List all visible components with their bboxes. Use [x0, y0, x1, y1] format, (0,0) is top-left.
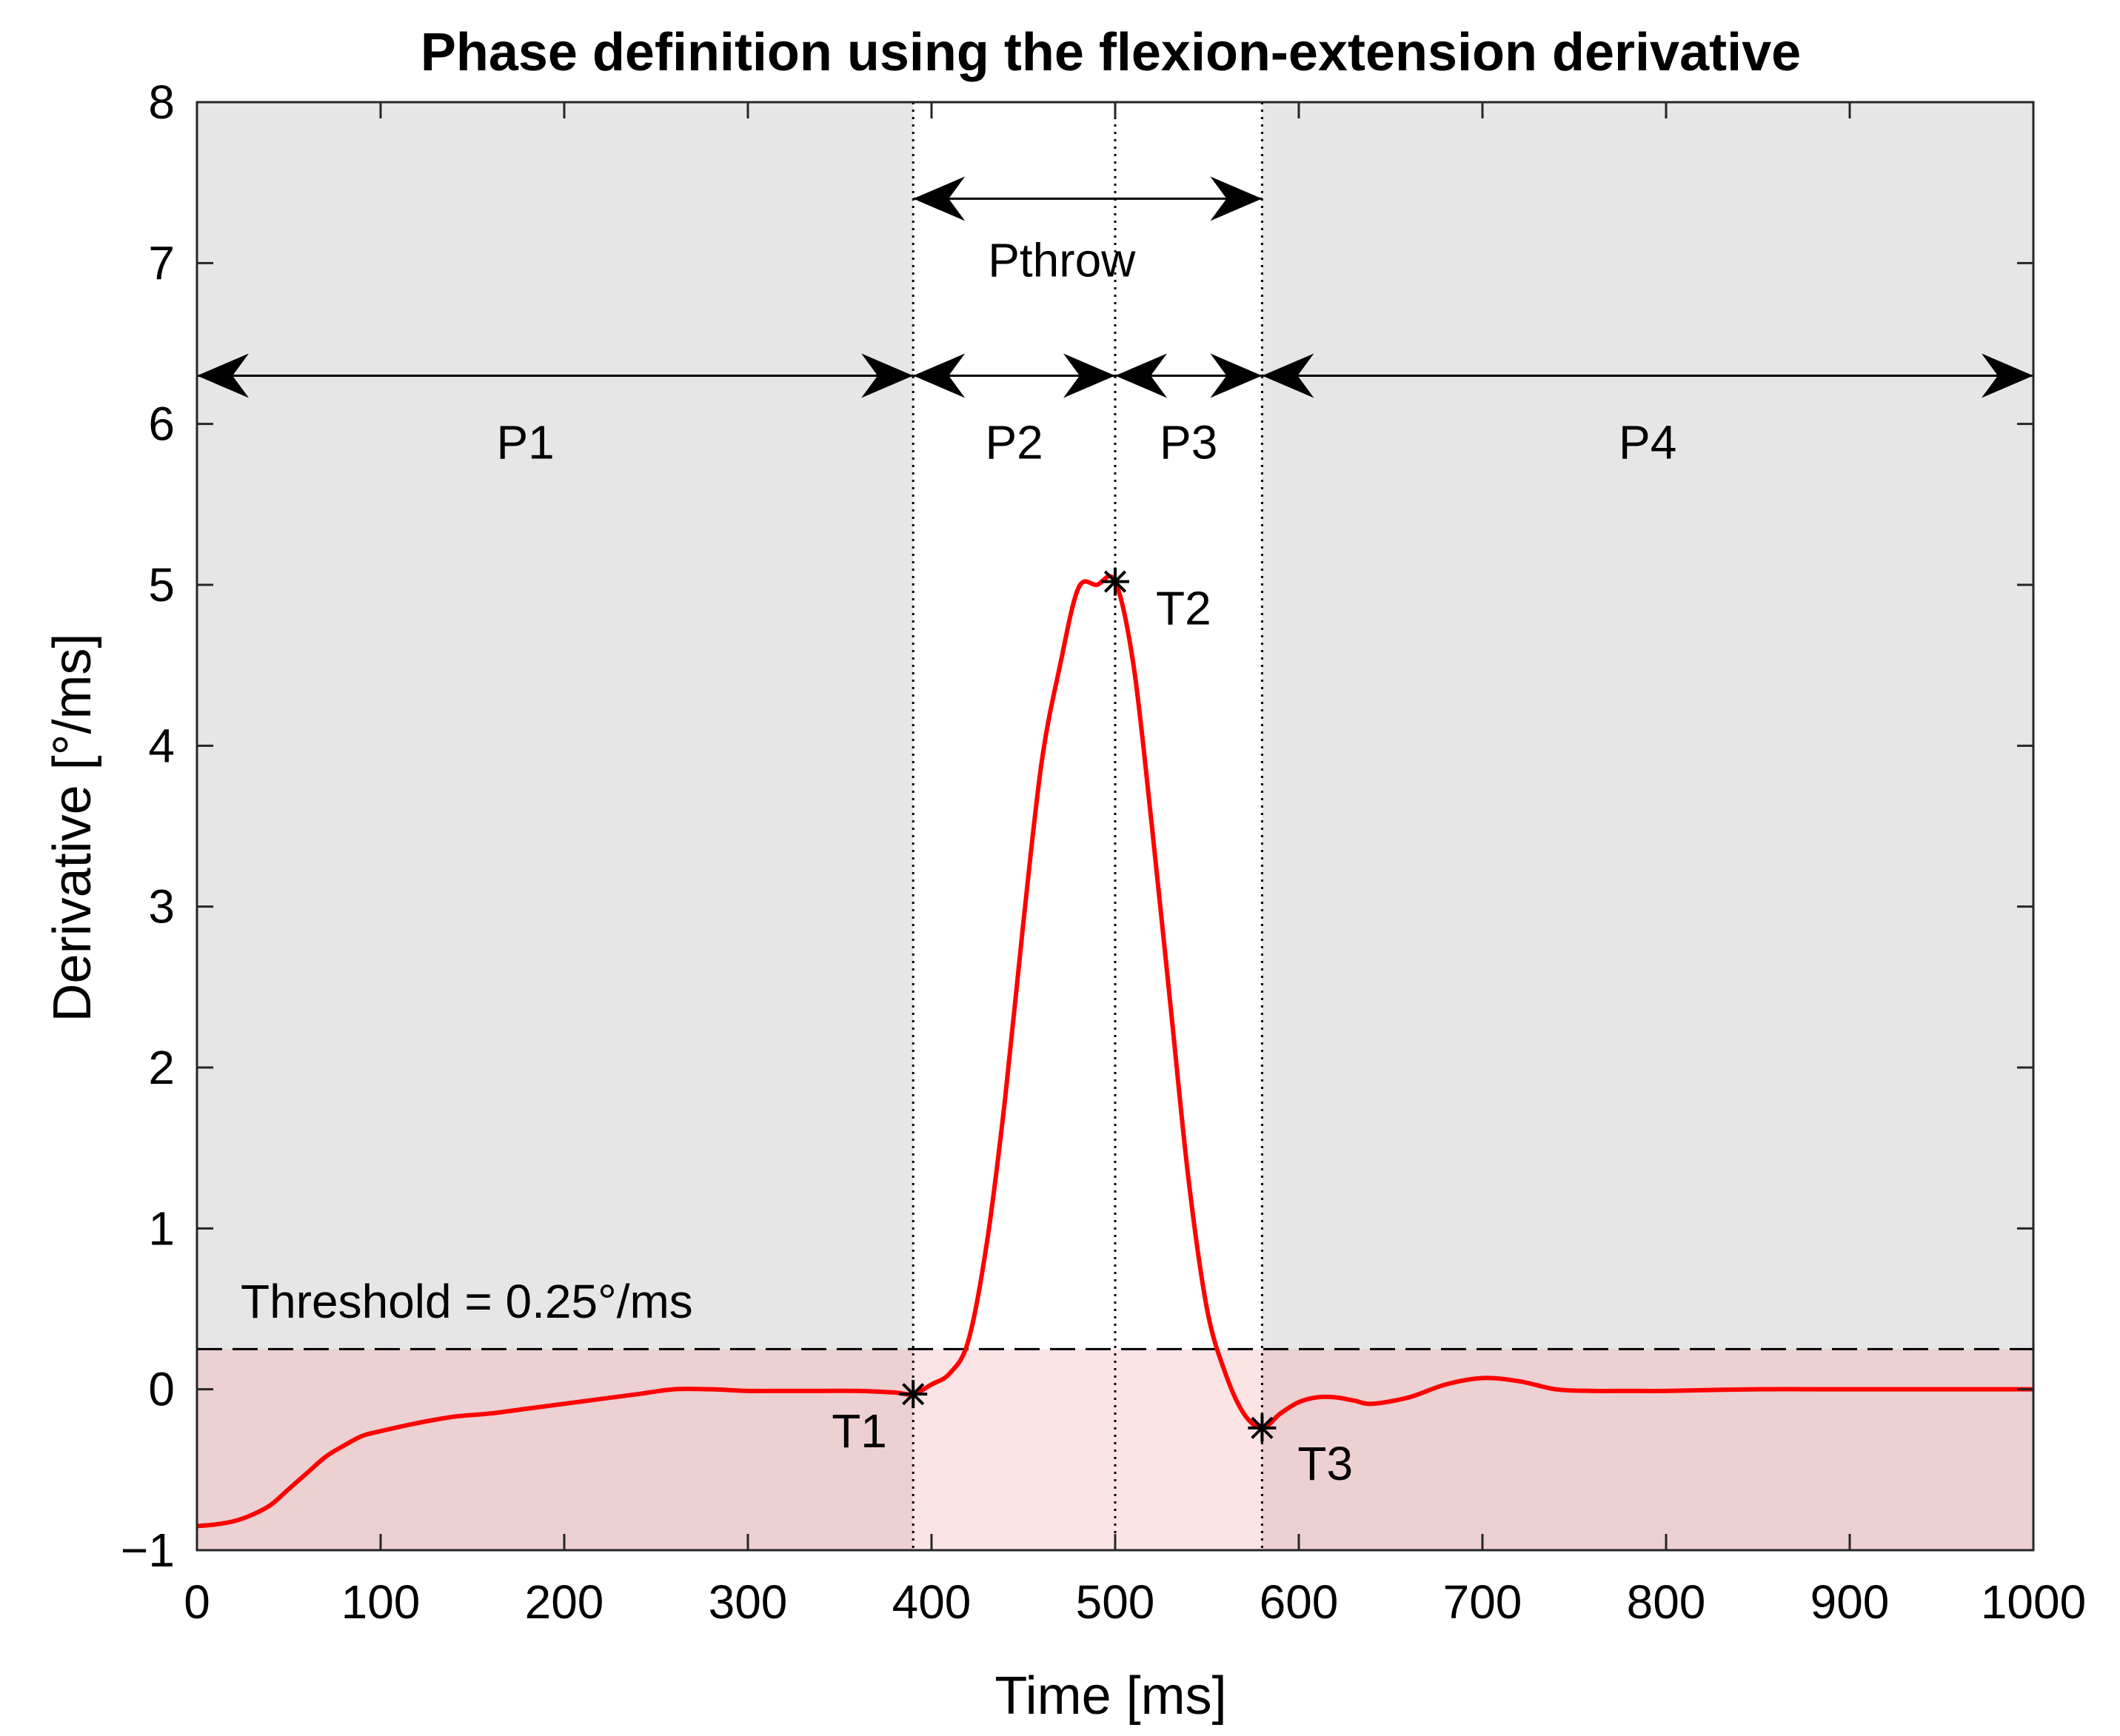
marker-t1-stroke-3 [902, 1383, 925, 1406]
marker-t3-stroke-3 [1251, 1416, 1274, 1439]
y-tick-label-9: 8 [148, 76, 175, 129]
phase-arrow-p2-head-right [1063, 353, 1115, 398]
phase-shade-p4 [1262, 102, 2033, 1350]
y-tick-label-4: 3 [148, 880, 175, 934]
x-tick-label-8: 800 [1627, 1575, 1706, 1629]
ticks [195, 101, 2035, 1552]
marker-label-t2: T2 [1156, 582, 1211, 635]
shaded-regions [197, 102, 2033, 1550]
phase-arrow-p4-head-right [1982, 353, 2033, 398]
below-threshold-shade-right [1262, 1349, 2033, 1550]
y-tick-label-2: 1 [148, 1202, 175, 1255]
event-markers: T1 T2 T3 [832, 567, 1353, 1490]
below-threshold-shade-left [197, 1349, 914, 1550]
marker-label-t1: T1 [832, 1404, 887, 1458]
derivative-line [196, 574, 2033, 1529]
x-tick-label-3: 300 [709, 1575, 788, 1629]
x-tick-label-9: 900 [1810, 1575, 1890, 1629]
y-tick-label-3: 2 [148, 1041, 175, 1094]
y-tick-label-6: 5 [148, 558, 175, 611]
marker-label-t3: T3 [1297, 1437, 1353, 1490]
y-tick-label-0: −1 [121, 1524, 175, 1577]
x-tick-label-1: 100 [341, 1575, 421, 1629]
y-tick-label-1: 0 [148, 1363, 175, 1416]
event-lines [912, 102, 1263, 1550]
x-tick-label-6: 600 [1260, 1575, 1339, 1629]
x-tick-label-4: 400 [892, 1575, 972, 1629]
x-axis-label: Time [ms] [994, 1666, 1226, 1726]
pthrow-arrow-head-right [1210, 176, 1263, 221]
phase-arrow-p1-head-left [197, 353, 249, 398]
phase-arrows: P1 P2 P3 P4 Pthrow [197, 176, 2033, 469]
x-tick-label-2: 200 [525, 1575, 604, 1629]
chart-title: Phase definition using the flexion-exten… [421, 23, 1801, 82]
x-tick-label-0: 0 [184, 1575, 210, 1629]
phase-label-p2: P2 [985, 415, 1043, 469]
phase-label-p4: P4 [1619, 415, 1676, 469]
phase-label-p3: P3 [1160, 415, 1217, 469]
below-threshold-shade-mid [913, 1349, 1263, 1550]
marker-t1 [899, 1380, 928, 1409]
x-tick-label-7: 700 [1443, 1575, 1522, 1629]
y-axis-label: Derivative [°/ms] [43, 634, 102, 1022]
marker-t2-stroke-3 [1103, 570, 1127, 593]
phase-arrow-p1-head-right [861, 353, 914, 398]
x-tick-label-10: 1000 [1981, 1575, 2086, 1629]
threshold-label: Threshold = 0.25°/ms [241, 1275, 693, 1328]
marker-t2 [1101, 567, 1129, 596]
pthrow-label: Pthrow [988, 233, 1136, 286]
y-tick-label-7: 6 [148, 398, 175, 451]
phase-shade-p1 [197, 102, 914, 1350]
phase-label-p1: P1 [496, 415, 554, 469]
phase-arrow-p3-head-right [1210, 353, 1263, 398]
phase-arrow-p4-head-left [1262, 353, 1314, 398]
marker-t3 [1248, 1413, 1277, 1442]
pthrow-arrow-head-left [913, 176, 966, 221]
y-tick-label-5: 4 [148, 719, 175, 772]
phase-arrow-p3-head-left [1115, 353, 1167, 398]
tick-labels: 0 100 200 300 400 500 600 700 800 900 1000−1012345… [121, 76, 2086, 1629]
data-series [196, 574, 2033, 1529]
phase-arrow-p2-head-left [913, 353, 966, 398]
x-tick-label-5: 500 [1076, 1575, 1155, 1629]
y-tick-label-8: 7 [148, 236, 175, 289]
